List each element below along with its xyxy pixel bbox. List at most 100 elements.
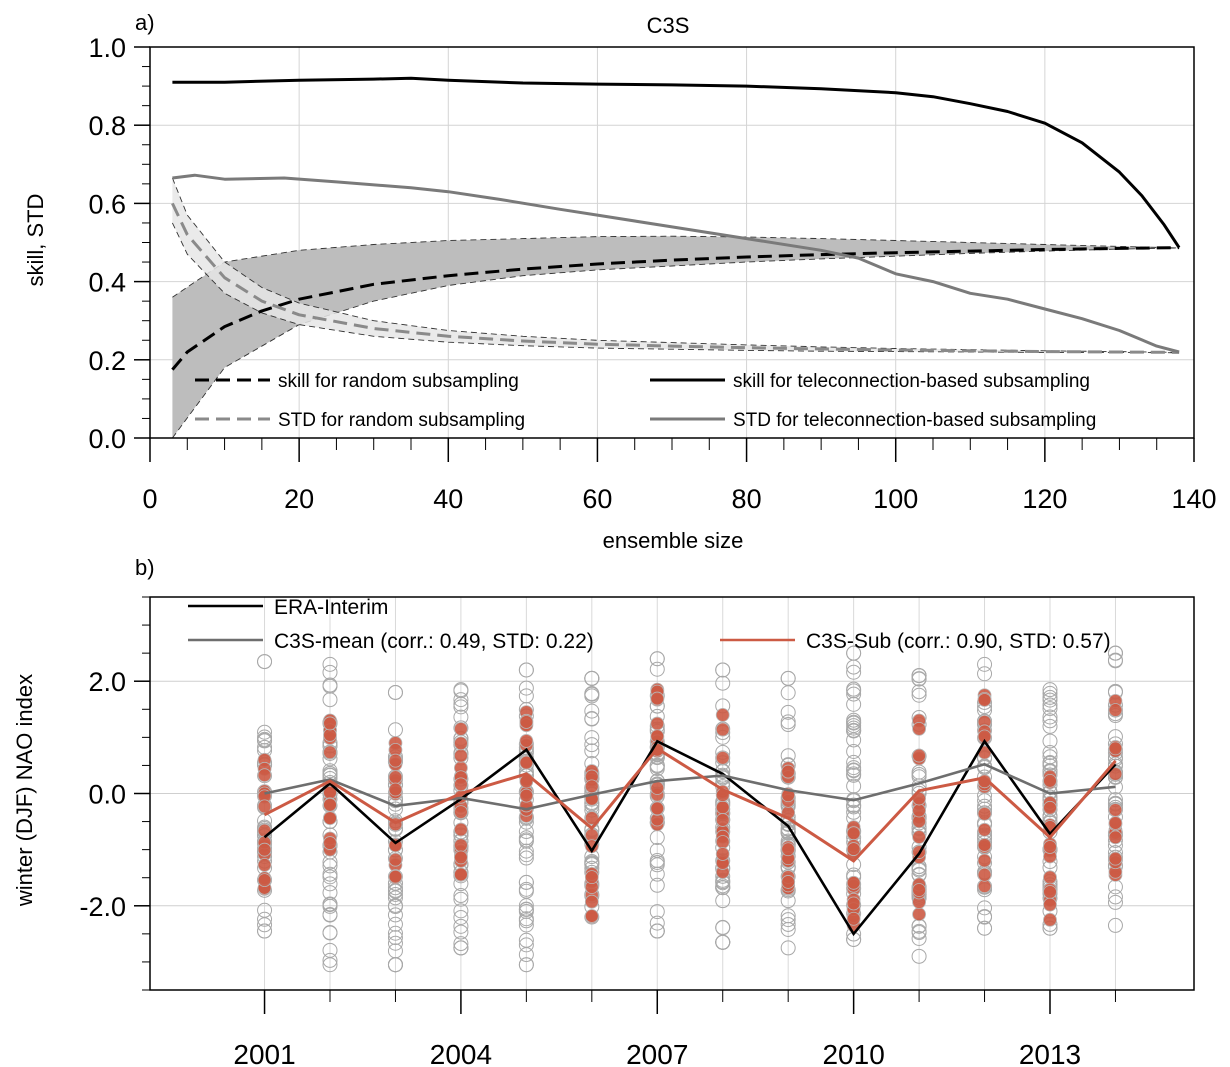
member-circle: [322, 869, 338, 885]
sub-member-circle: [323, 716, 337, 731]
member-circle: [911, 766, 927, 782]
member-circle: [584, 686, 600, 702]
member-circle: [453, 940, 469, 956]
panel-a-bands: [171, 177, 1180, 439]
sub-member-circle: [1108, 767, 1123, 781]
panel-a-ticks: [134, 46, 1195, 462]
sub-member-circle: [519, 788, 534, 803]
member-circle: [1042, 745, 1058, 761]
legend-label-skill-for-random-subsampling: skill for random subsampling: [278, 371, 519, 392]
sub-member-circle: [977, 867, 992, 882]
member-circle: [518, 911, 534, 927]
band-upper-edge: [172, 235, 1180, 298]
member-circle: [780, 670, 796, 686]
sub-member-circle: [781, 764, 796, 779]
member-circle: [322, 763, 338, 779]
x-tick-label: 120: [1022, 484, 1067, 514]
member-circle: [649, 923, 665, 939]
member-circle: [780, 717, 796, 733]
panel-a-label: a): [135, 10, 155, 35]
sub-member-circle: [454, 805, 468, 820]
member-circle: [322, 952, 338, 968]
member-circle: [1042, 685, 1058, 701]
member-circle: [846, 766, 862, 782]
member-circle: [257, 923, 273, 939]
member-circle: [846, 664, 862, 680]
member-circle: [453, 891, 469, 907]
member-circle: [1042, 718, 1058, 734]
member-circle: [846, 686, 862, 702]
member-circle: [518, 932, 534, 948]
member-circle: [846, 762, 862, 778]
member-circle: [584, 703, 600, 719]
sub-member-circle: [257, 873, 272, 888]
sub-member-circle: [912, 748, 926, 763]
member-circle: [387, 897, 403, 913]
member-circle: [387, 684, 403, 700]
sub-member-circle: [519, 734, 534, 748]
member-circle: [453, 696, 469, 712]
member-circle: [715, 880, 731, 896]
member-circle: [780, 714, 796, 730]
member-circle: [846, 804, 862, 820]
member-circle: [387, 925, 403, 941]
series-std-for-random-subsampling: [171, 202, 1180, 354]
sub-member-circle: [584, 909, 599, 923]
member-circle: [649, 853, 665, 869]
member-circle: [518, 847, 534, 863]
member-circle: [846, 723, 862, 739]
sub-member-circle: [1108, 851, 1123, 866]
member-circle: [322, 656, 338, 672]
sub-member-circle: [912, 803, 926, 818]
sub-member-circle: [1108, 741, 1123, 756]
series-std-for-teleconnection-based-subsampling: [172, 173, 1180, 354]
sub-member-circle: [257, 842, 272, 857]
panel-a-y-axis-label: skill, STD: [23, 194, 48, 287]
member-circle: [649, 915, 665, 931]
legend-label-std-for-teleconnection-based-subsampling: STD for teleconnection-based subsampling: [733, 410, 1096, 431]
member-circle: [322, 907, 338, 923]
member-circle: [518, 680, 534, 696]
member-circle: [715, 675, 731, 691]
member-circle: [1042, 701, 1058, 717]
y-tick-label: 2.0: [88, 667, 126, 697]
sub-member-circle: [977, 822, 992, 837]
member-circle: [1107, 889, 1123, 905]
sub-member-circle: [715, 847, 730, 861]
panel-a-title: C3S: [647, 13, 690, 38]
member-circle: [911, 687, 927, 703]
member-circle: [387, 886, 403, 902]
sub-member-circle: [1108, 803, 1123, 817]
sub-member-circle: [912, 907, 926, 922]
band-lower-edge: [172, 247, 1180, 439]
sub-member-circle: [977, 806, 992, 821]
member-circle: [780, 704, 796, 720]
sub-member-circle: [1043, 912, 1057, 927]
member-circle: [846, 645, 862, 661]
x-tick-label: 2010: [822, 1039, 884, 1067]
sub-member-circle: [977, 693, 992, 707]
panel-b: b) 2001 2004 2007 2010 2013 -2.0 0.0 2.0 winter…: [12, 555, 1195, 1067]
member-circle: [977, 656, 993, 672]
member-circle: [257, 917, 273, 933]
member-circle: [911, 671, 927, 687]
member-circle: [846, 754, 862, 770]
sub-member-circle: [1108, 830, 1123, 845]
member-circle: [1042, 692, 1058, 708]
sub-member-circle: [257, 857, 272, 872]
member-circle: [846, 681, 862, 697]
legend-label-era-interim: ERA-Interim: [274, 596, 388, 619]
y-tick-label: -2.0: [79, 892, 126, 922]
member-circle: [518, 957, 534, 973]
sub-member-circle: [846, 875, 861, 890]
member-circle: [387, 907, 403, 923]
member-circle: [322, 925, 338, 941]
sub-member-circle: [388, 753, 403, 768]
member-circle: [1107, 645, 1123, 661]
member-circle: [846, 696, 862, 712]
y-tick-label: 0.2: [88, 346, 126, 376]
sub-member-circle: [454, 867, 468, 882]
series-skill-for-teleconnection-based-subsampling: [172, 76, 1181, 249]
sub-member-circle: [1108, 703, 1123, 717]
sub-member-circle: [584, 870, 599, 885]
